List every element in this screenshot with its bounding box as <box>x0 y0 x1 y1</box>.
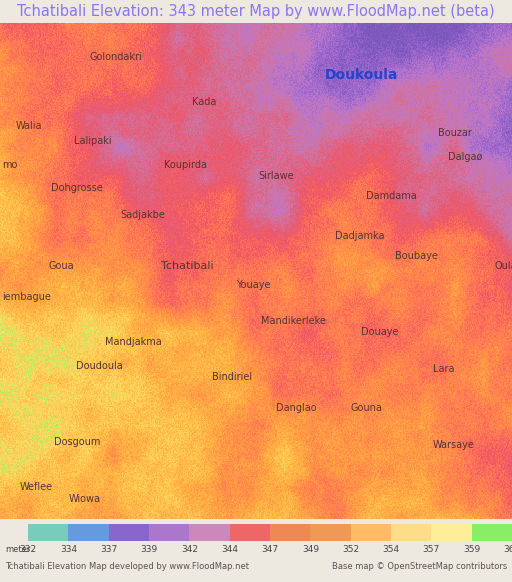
Text: Mandjakma: Mandjakma <box>105 336 162 347</box>
Text: 352: 352 <box>342 545 359 554</box>
Text: 349: 349 <box>302 545 319 554</box>
Text: Lalipaki: Lalipaki <box>74 136 112 146</box>
Text: Doudoula: Doudoula <box>76 361 122 371</box>
Bar <box>189 524 230 541</box>
Bar <box>230 524 270 541</box>
Text: Tchatibali: Tchatibali <box>161 261 214 271</box>
Bar <box>310 524 351 541</box>
Text: Douaye: Douaye <box>361 327 398 337</box>
Text: Danglao: Danglao <box>276 403 317 413</box>
Text: Dalgaø: Dalgaø <box>448 152 482 162</box>
Text: Youaye: Youaye <box>236 280 270 290</box>
Text: Dadjamka: Dadjamka <box>335 230 385 240</box>
Text: Dohgrosse: Dohgrosse <box>51 183 103 193</box>
Text: Damdama: Damdama <box>366 191 417 201</box>
Text: iembague: iembague <box>3 292 51 302</box>
Text: Boubaye: Boubaye <box>395 251 438 261</box>
Text: mo: mo <box>3 160 18 170</box>
Text: Dosgoum: Dosgoum <box>54 437 100 448</box>
Text: Koupirda: Koupirda <box>164 160 207 170</box>
Text: Weflee: Weflee <box>19 482 53 492</box>
Text: Bindiriel: Bindiriel <box>212 372 252 382</box>
Text: 344: 344 <box>221 545 238 554</box>
Text: Oularg: Oularg <box>494 261 512 271</box>
Text: 354: 354 <box>382 545 399 554</box>
Bar <box>391 524 431 541</box>
Bar <box>149 524 189 541</box>
Text: meter: meter <box>5 545 31 554</box>
Bar <box>270 524 310 541</box>
Text: Doukoula: Doukoula <box>325 68 398 82</box>
Text: Base map © OpenStreetMap contributors: Base map © OpenStreetMap contributors <box>332 562 507 571</box>
Bar <box>28 524 69 541</box>
Bar <box>109 524 149 541</box>
Text: Tchatibali Elevation Map developed by www.FloodMap.net: Tchatibali Elevation Map developed by ww… <box>5 562 249 571</box>
Text: Kada: Kada <box>192 97 217 107</box>
Text: Warsaye: Warsaye <box>433 440 475 450</box>
Bar <box>431 524 472 541</box>
Text: 334: 334 <box>60 545 77 554</box>
Text: 342: 342 <box>181 545 198 554</box>
Text: Wiowa: Wiowa <box>69 494 101 505</box>
Bar <box>69 524 109 541</box>
Text: Sirlawe: Sirlawe <box>259 171 294 181</box>
Text: Tchatibali Elevation: 343 meter Map by www.FloodMap.net (beta): Tchatibali Elevation: 343 meter Map by w… <box>17 4 495 19</box>
Text: Mandikerleke: Mandikerleke <box>261 316 326 326</box>
Text: 362: 362 <box>503 545 512 554</box>
Text: 347: 347 <box>262 545 279 554</box>
Text: Lara: Lara <box>433 364 454 374</box>
Text: Bouzar: Bouzar <box>438 129 472 139</box>
Text: Goua: Goua <box>49 261 74 271</box>
Text: 337: 337 <box>100 545 117 554</box>
Text: Sadjakbe: Sadjakbe <box>120 210 165 219</box>
Bar <box>472 524 512 541</box>
Text: Gouna: Gouna <box>351 403 382 413</box>
Text: Golondakri: Golondakri <box>90 51 142 62</box>
Text: 332: 332 <box>19 545 37 554</box>
Text: Walia: Walia <box>15 121 42 131</box>
Text: 339: 339 <box>140 545 158 554</box>
Bar <box>351 524 391 541</box>
Text: 357: 357 <box>423 545 440 554</box>
Text: 359: 359 <box>463 545 480 554</box>
